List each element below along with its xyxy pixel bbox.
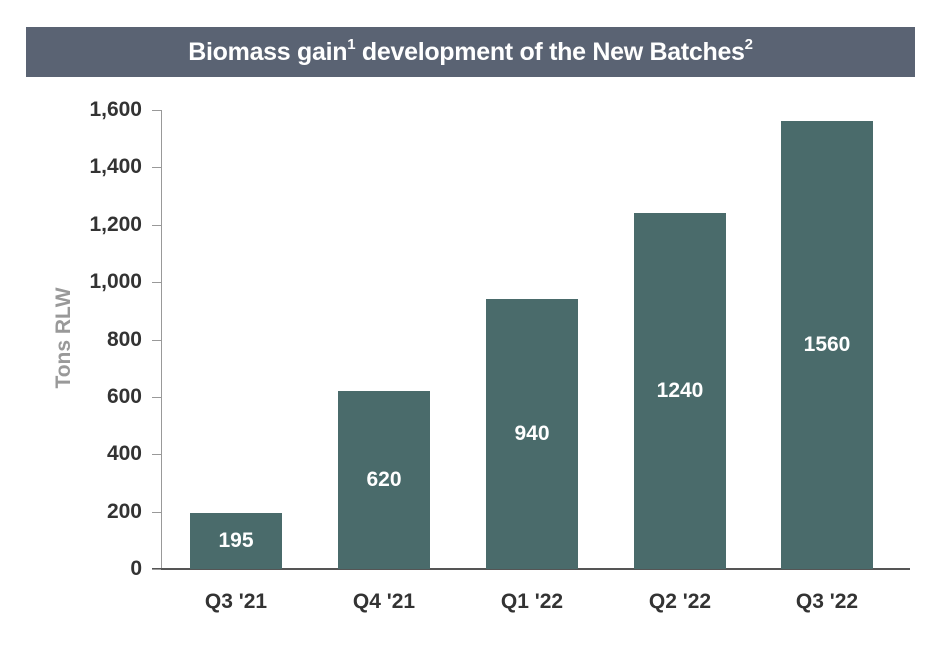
y-tick-mark (152, 569, 161, 570)
x-tick-label: Q4 '21 (352, 590, 416, 613)
x-tick-label: Q2 '22 (648, 590, 712, 613)
x-tick-label: Q3 '22 (795, 590, 859, 613)
bar-value-label: 1560 (803, 333, 851, 357)
x-tick-label: Q3 '21 (204, 590, 268, 613)
y-tick-mark (152, 167, 161, 169)
y-tick-label: 1,200 (89, 212, 142, 236)
bar: 1560 (781, 121, 873, 569)
y-tick-label: 0 (130, 557, 142, 580)
y-tick-label: 200 (106, 499, 142, 523)
y-axis-line (161, 110, 162, 569)
bar: 620 (338, 391, 430, 569)
y-tick-mark (152, 396, 161, 398)
y-tick-mark (152, 454, 161, 456)
y-tick-label: 1,400 (89, 155, 142, 179)
y-tick-label: 1,600 (89, 98, 142, 121)
y-tick-mark (152, 110, 161, 111)
bar: 1240 (634, 213, 726, 569)
y-tick-mark (152, 282, 161, 284)
chart-title-bar: Biomass gain1 development of the New Bat… (26, 27, 915, 77)
bar-value-label: 620 (366, 468, 402, 492)
y-tick-mark (152, 511, 161, 513)
bar-value-label: 1240 (656, 379, 704, 403)
y-tick-mark (152, 339, 161, 341)
y-tick-label: 600 (106, 384, 142, 408)
x-tick-label: Q1 '22 (500, 590, 564, 613)
bar: 195 (190, 513, 282, 569)
y-tick-label: 800 (106, 327, 142, 351)
y-tick-mark (152, 224, 161, 226)
x-axis-line (152, 568, 910, 570)
bar: 940 (486, 299, 578, 569)
chart-title: Biomass gain1 development of the New Bat… (188, 35, 753, 66)
bar-value-label: 940 (514, 422, 550, 446)
y-tick-label: 1,000 (89, 270, 142, 294)
bar-value-label: 195 (218, 529, 254, 553)
y-tick-label: 400 (106, 442, 142, 466)
